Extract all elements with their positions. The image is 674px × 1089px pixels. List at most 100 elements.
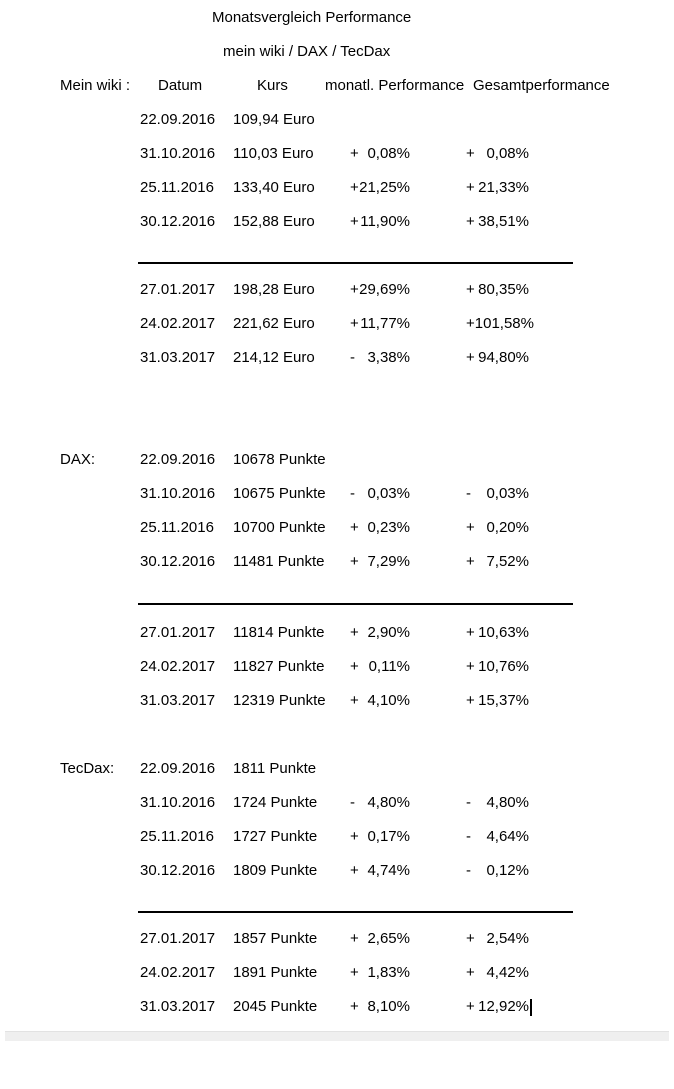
cell-gesamt-value: 0,20% xyxy=(486,519,529,536)
cell-datum: 30.12.2016 xyxy=(140,213,216,230)
cell-kurs: 1809 Punkte xyxy=(233,862,318,879)
cell-monatl-value: 2,65% xyxy=(367,930,410,947)
cell-gesamt-performance: +4,42% xyxy=(466,956,529,990)
cell-gesamt-sign: + xyxy=(466,930,475,947)
cell-gesamt-performance: +10,76% xyxy=(466,650,529,684)
cell-gesamt-performance: +0,08% xyxy=(466,137,529,171)
table-row: 30.12.2016 11481 Punkte +7,29% +7,52% xyxy=(0,545,674,579)
cell-monatl-performance: +21,25% xyxy=(350,171,410,205)
cell-gesamt-sign: + xyxy=(466,964,475,981)
cell-gesamt-value: 101,58% xyxy=(474,315,534,332)
cell-monatl-sign: + xyxy=(350,315,359,332)
cell-datum: 27.01.2017 xyxy=(140,624,216,641)
table-row: 24.02.2017 221,62 Euro +11,77% +101,58% xyxy=(0,307,674,341)
section-label-mein-wiki: Mein wiki : xyxy=(60,77,131,94)
cell-kurs: 221,62 Euro xyxy=(233,315,315,332)
cell-monatl-value: 4,74% xyxy=(367,862,410,879)
cell-kurs: 11827 Punkte xyxy=(233,658,325,675)
cell-monatl-performance: +29,69% xyxy=(350,273,410,307)
table-row: 31.03.2017 2045 Punkte +8,10% +12,92% xyxy=(0,990,674,1024)
cell-gesamt-value: 38,51% xyxy=(478,213,529,230)
table-row: 31.10.2016 1724 Punkte -4,80% -4,80% xyxy=(0,786,674,820)
cell-kurs: 1724 Punkte xyxy=(233,794,318,811)
page-subtitle: mein wiki / DAX / TecDax xyxy=(223,43,391,60)
cell-kurs: 214,12 Euro xyxy=(233,349,315,366)
cell-monatl-value: 11,90% xyxy=(360,213,410,230)
cell-kurs: 109,94 Euro xyxy=(233,111,315,128)
cell-monatl-performance: -3,38% xyxy=(350,341,410,375)
cell-gesamt-sign: + xyxy=(466,519,475,536)
table-row: 25.11.2016 1727 Punkte +0,17% -4,64% xyxy=(0,820,674,854)
cell-monatl-sign: - xyxy=(350,349,355,366)
cell-gesamt-sign: - xyxy=(466,828,471,845)
cell-monatl-performance: +11,90% xyxy=(350,205,410,239)
table-row: DAX: 22.09.2016 10678 Punkte xyxy=(0,443,674,477)
cell-datum: 24.02.2017 xyxy=(140,964,216,981)
cell-gesamt-performance: +7,52% xyxy=(466,545,529,579)
cell-gesamt-value: 0,08% xyxy=(486,145,529,162)
cell-monatl-value: 4,80% xyxy=(367,794,410,811)
cell-monatl-value: 1,83% xyxy=(367,964,410,981)
cell-kurs: 1727 Punkte xyxy=(233,828,318,845)
cell-gesamt-performance: +38,51% xyxy=(466,205,529,239)
cell-gesamt-performance: -4,80% xyxy=(466,786,529,820)
column-header-gesamtperformance: Gesamtperformance xyxy=(473,77,610,94)
table-row: 27.01.2017 198,28 Euro +29,69% +80,35% xyxy=(0,273,674,307)
cell-monatl-value: 0,03% xyxy=(367,485,410,502)
cell-kurs: 10700 Punkte xyxy=(233,519,326,536)
table-row: 22.09.2016 109,94 Euro xyxy=(0,103,674,137)
table-row: 24.02.2017 11827 Punkte +0,11% +10,76% xyxy=(0,650,674,684)
document-subtitle-row: mein wiki / DAX / TecDax xyxy=(0,35,674,69)
cell-gesamt-value: 10,63% xyxy=(478,624,529,641)
cell-datum: 22.09.2016 xyxy=(140,760,216,777)
table-row: 30.12.2016 152,88 Euro +11,90% +38,51% xyxy=(0,205,674,239)
cell-kurs: 198,28 Euro xyxy=(233,281,315,298)
cell-gesamt-value: 80,35% xyxy=(478,281,529,298)
cell-gesamt-value: 15,37% xyxy=(478,692,529,709)
cell-monatl-sign: + xyxy=(350,519,359,536)
cell-monatl-value: 4,10% xyxy=(367,692,410,709)
cell-kurs: 2045 Punkte xyxy=(233,998,318,1015)
cell-gesamt-performance: +80,35% xyxy=(466,273,529,307)
table-row: TecDax: 22.09.2016 1811 Punkte xyxy=(0,752,674,786)
cell-monatl-performance: +0,08% xyxy=(350,137,410,171)
cell-monatl-sign: + xyxy=(350,828,359,845)
cell-monatl-sign: - xyxy=(350,485,355,502)
cell-gesamt-value: 0,03% xyxy=(486,485,529,502)
cell-monatl-performance: +4,74% xyxy=(350,854,410,888)
cell-gesamt-value: 4,64% xyxy=(486,828,529,845)
separator-line xyxy=(138,262,573,264)
cell-gesamt-performance: -4,64% xyxy=(466,820,529,854)
cell-datum: 30.12.2016 xyxy=(140,862,216,879)
cell-kurs: 133,40 Euro xyxy=(233,179,315,196)
cell-gesamt-performance: +2,54% xyxy=(466,922,529,956)
cell-gesamt-performance: +15,37% xyxy=(466,684,529,718)
separator-line xyxy=(138,911,573,913)
cell-monatl-sign: + xyxy=(350,179,359,196)
cell-datum: 31.03.2017 xyxy=(140,692,216,709)
cell-monatl-sign: + xyxy=(350,692,359,709)
cell-monatl-performance: +2,90% xyxy=(350,616,410,650)
cell-datum: 24.02.2017 xyxy=(140,315,216,332)
cell-monatl-value: 7,29% xyxy=(367,553,410,570)
cell-monatl-value: 2,90% xyxy=(367,624,410,641)
cell-monatl-sign: + xyxy=(350,624,359,641)
cell-gesamt-performance: +101,58% xyxy=(466,307,534,341)
text-cursor xyxy=(530,999,532,1016)
cell-gesamt-sign: + xyxy=(466,145,475,162)
cell-kurs: 12319 Punkte xyxy=(233,692,326,709)
cell-monatl-value: 29,69% xyxy=(359,281,410,298)
cell-gesamt-value: 0,12% xyxy=(486,862,529,879)
cell-monatl-sign: + xyxy=(350,930,359,947)
cell-monatl-performance: +1,83% xyxy=(350,956,410,990)
cell-gesamt-performance: -0,03% xyxy=(466,477,529,511)
page-title: Monatsvergleich Performance xyxy=(212,9,412,26)
cell-gesamt-sign: - xyxy=(466,862,471,879)
horizontal-scrollbar[interactable] xyxy=(5,1031,669,1041)
table-row: 31.10.2016 10675 Punkte -0,03% -0,03% xyxy=(0,477,674,511)
cell-gesamt-sign: - xyxy=(466,794,471,811)
cell-kurs: 10675 Punkte xyxy=(233,485,326,502)
cell-gesamt-value: 7,52% xyxy=(486,553,529,570)
cell-datum: 25.11.2016 xyxy=(140,179,214,196)
